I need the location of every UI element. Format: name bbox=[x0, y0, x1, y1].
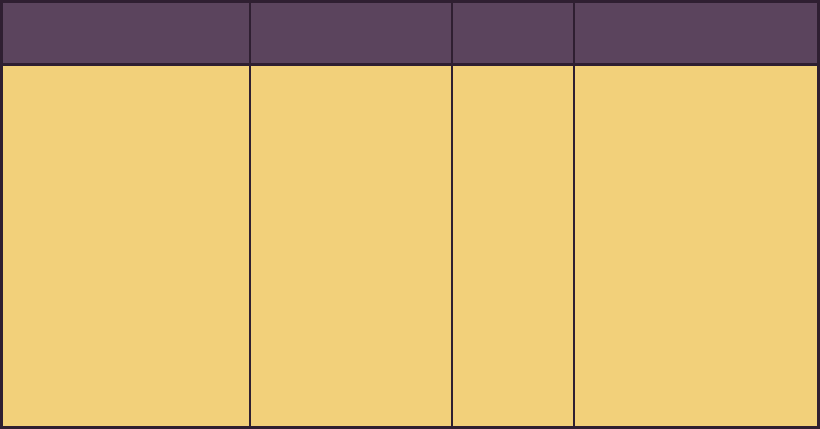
body-cell-2 bbox=[251, 66, 451, 426]
header-cell-4 bbox=[575, 3, 817, 63]
header-cell-2 bbox=[251, 3, 451, 63]
header-cell-1 bbox=[3, 3, 249, 63]
body-cell-4 bbox=[575, 66, 817, 426]
body-cell-3 bbox=[453, 66, 573, 426]
header-cell-3 bbox=[453, 3, 573, 63]
body-cell-1 bbox=[3, 66, 249, 426]
